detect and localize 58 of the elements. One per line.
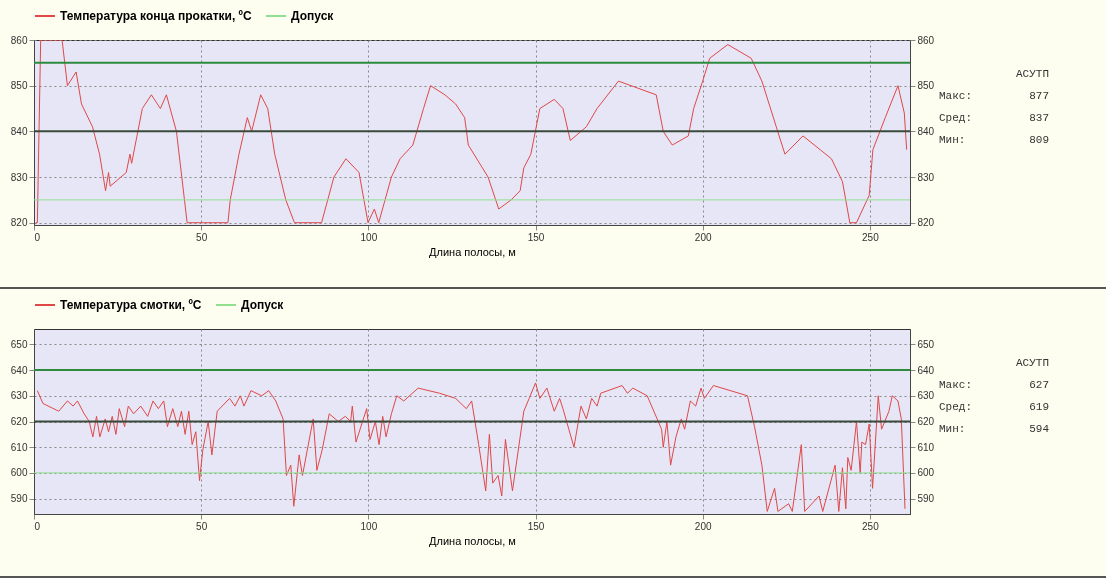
y2-tick-label: 840 [917, 125, 935, 137]
y-tick-label: 620 [10, 416, 28, 427]
x-axis-title: Длина полосы, м [429, 245, 516, 258]
y-tick-label: 630 [10, 390, 28, 402]
line-series [35, 40, 908, 224]
text: АСУТП [1015, 357, 1049, 369]
x-tick-label: 100 [360, 231, 378, 243]
y-tick-label: 860 [10, 34, 28, 46]
legend-label: Допуск [291, 9, 335, 23]
y-tick-label: 650 [10, 338, 28, 350]
text: Сред: [939, 112, 973, 124]
text: 594 [1029, 423, 1049, 435]
y-tick-label: 640 [10, 364, 28, 376]
x-tick-label: 100 [360, 520, 378, 532]
y2-tick-label: 830 [917, 171, 935, 183]
y2-tick-label: 610 [917, 441, 935, 453]
y2-tick-label: 860 [917, 34, 935, 46]
y-tick-label: 600 [10, 467, 28, 479]
text: Мин: [939, 423, 966, 435]
x-tick-label: 200 [694, 520, 712, 532]
text: 837 [1029, 112, 1049, 124]
text: Мин: [939, 134, 966, 146]
line-series [36, 382, 906, 512]
text: 627 [1029, 379, 1049, 391]
y2-tick-label: 620 [917, 416, 935, 427]
y2-tick-label: 630 [917, 390, 935, 402]
legend-label: Температура смотки, ºC [60, 298, 202, 312]
y-tick-label: 820 [10, 217, 28, 229]
text: Макс: [939, 379, 973, 391]
y2-tick-label: 820 [917, 217, 935, 229]
x-tick-label: 50 [196, 520, 208, 532]
y-tick-label: 590 [10, 493, 28, 505]
y2-tick-label: 850 [917, 80, 935, 92]
y-tick-label: 850 [10, 80, 28, 92]
y-tick-label: 840 [10, 125, 28, 137]
x-axis-title: Длина полосы, м [429, 534, 516, 547]
x-tick-label: 250 [862, 520, 880, 532]
text: Сред: [939, 401, 973, 413]
x-tick-label: 0 [34, 231, 41, 243]
y2-tick-label: 600 [917, 467, 935, 479]
legend-label: Температура конца прокатки, ºC [60, 9, 252, 23]
y2-tick-label: 590 [917, 493, 935, 505]
y-tick-label: 830 [10, 171, 28, 183]
text: 877 [1029, 90, 1049, 102]
text: 809 [1029, 134, 1049, 146]
x-tick-label: 150 [527, 231, 545, 243]
x-tick-label: 50 [196, 231, 208, 243]
y2-tick-label: 640 [917, 364, 935, 376]
text: Макс: [939, 90, 973, 102]
text: АСУТП [1015, 68, 1049, 80]
x-tick-label: 250 [862, 231, 880, 243]
x-tick-label: 0 [34, 520, 41, 532]
x-tick-label: 150 [527, 520, 545, 532]
y-tick-label: 610 [10, 441, 28, 453]
text: 619 [1029, 401, 1049, 413]
legend-label: Допуск [241, 298, 285, 312]
y2-tick-label: 650 [917, 338, 935, 350]
x-tick-label: 200 [694, 231, 712, 243]
